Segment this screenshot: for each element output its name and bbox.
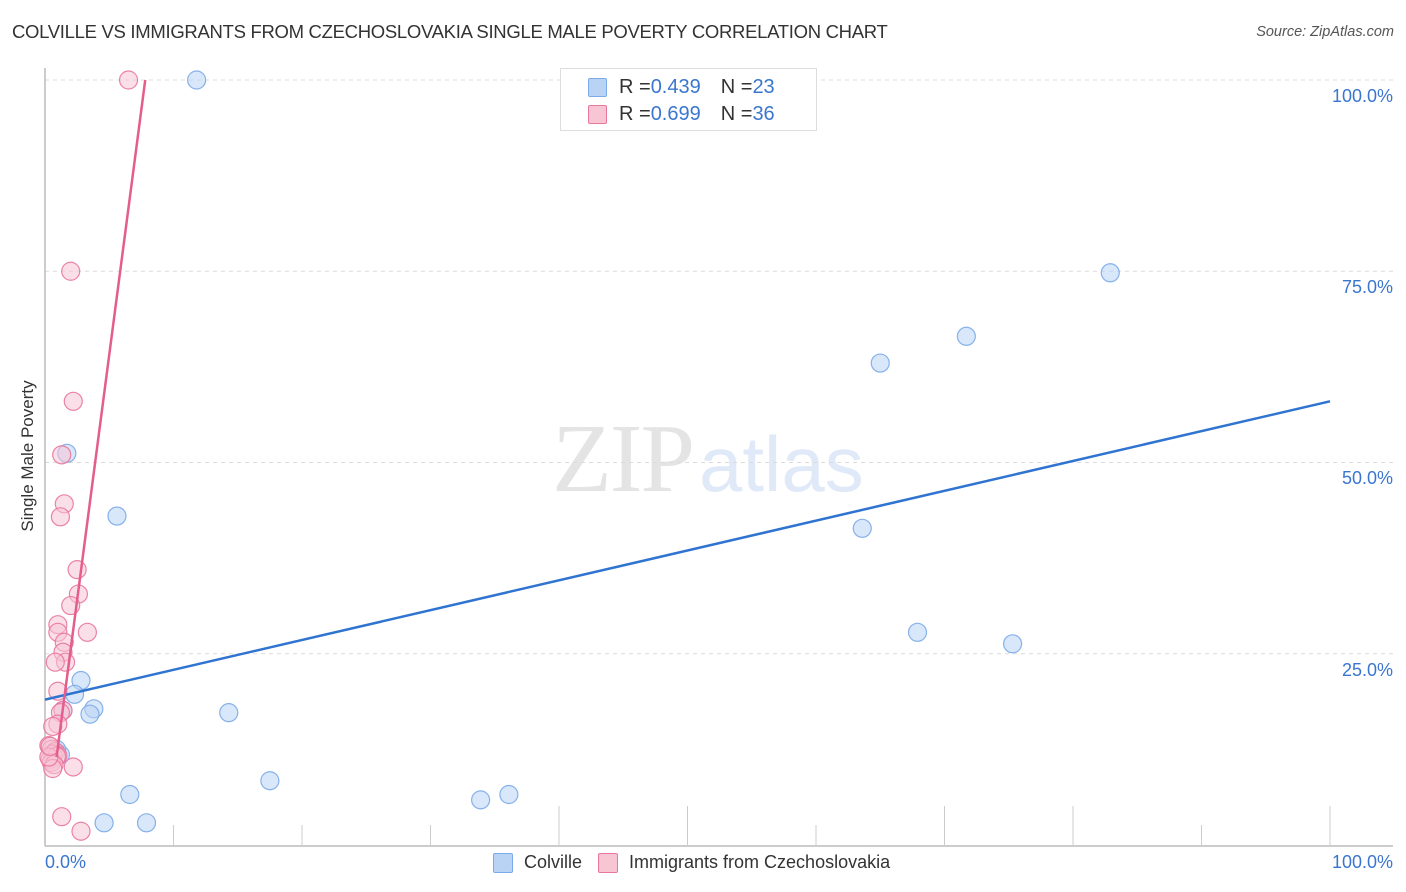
n-label: N = (720, 102, 753, 125)
data-point (61, 261, 81, 281)
data-point (80, 704, 100, 724)
y-tick-25: 25.0% (1341, 660, 1393, 680)
n-value: 36 (752, 102, 775, 125)
r-label: R = (619, 75, 651, 98)
chart-title: COLVILLE VS IMMIGRANTS FROM CZECHOSLOVAK… (12, 21, 888, 42)
data-point (219, 703, 239, 723)
series-legend: Colville Immigrants from Czechoslovakia (493, 852, 890, 873)
legend-czechoslovakia-label: Immigrants from Czechoslovakia (629, 852, 891, 872)
data-point (50, 507, 71, 527)
data-point (907, 622, 928, 642)
y-axis-label: Single Male Poverty (18, 380, 37, 532)
legend-row-colville: R = 0.439 N = 23 (588, 75, 775, 99)
data-point (136, 813, 157, 833)
czechoslovakia-swatch-icon (588, 104, 607, 124)
czechoslovakia-points (39, 70, 139, 841)
data-point (45, 652, 65, 672)
colville-legend-swatch-icon (493, 852, 513, 873)
r-value: 0.439 (650, 75, 701, 98)
r-value: 0.699 (650, 102, 701, 125)
data-point (187, 70, 207, 90)
data-point (471, 790, 491, 810)
data-point (77, 622, 98, 642)
colville-trendline (44, 400, 1331, 701)
legend-colville-label: Colville (524, 852, 583, 872)
data-point (107, 506, 127, 526)
correlation-legend: R = 0.439 N = 23 R = 0.699 N = 36 (560, 68, 817, 131)
data-point (1003, 634, 1023, 654)
data-point (63, 757, 83, 777)
x-tick-100: 100.0% (1331, 852, 1393, 872)
data-point (71, 821, 91, 841)
data-point (956, 326, 976, 346)
data-point (1100, 263, 1120, 283)
data-point (52, 807, 72, 827)
data-point (499, 784, 519, 805)
legend-row-czechoslovakia: R = 0.699 N = 36 (588, 102, 775, 126)
data-point (67, 559, 87, 580)
y-tick-100: 100.0% (1331, 86, 1393, 106)
data-point (852, 518, 872, 538)
y-tick-75: 75.0% (1341, 277, 1393, 297)
axes (44, 68, 1393, 847)
czechoslovakia-legend-swatch-icon (598, 852, 619, 873)
n-label: N = (720, 75, 753, 98)
source-label: Source: ZipAtlas.com (1256, 24, 1394, 40)
data-point (94, 813, 114, 833)
data-point (260, 771, 280, 791)
colville-swatch-icon (588, 77, 607, 97)
x-tick-0: 0.0% (45, 852, 87, 872)
colville-points (46, 70, 1120, 833)
n-value: 23 (752, 75, 775, 98)
y-tick-50: 50.0% (1341, 468, 1393, 488)
data-point (118, 70, 139, 90)
data-point (870, 353, 890, 373)
data-point (63, 391, 83, 411)
data-point (120, 784, 140, 805)
gridlines (45, 79, 1393, 655)
data-point (52, 445, 72, 465)
r-label: R = (619, 102, 651, 125)
trendlines (44, 79, 1331, 758)
czechoslovakia-trendline (55, 79, 147, 758)
